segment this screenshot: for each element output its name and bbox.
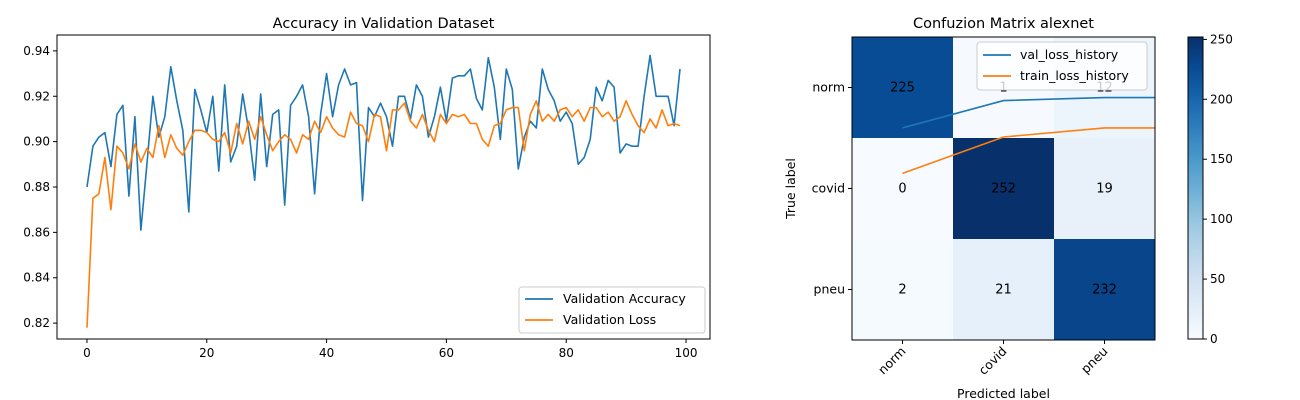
colorbar-tick-label: 100	[1210, 212, 1233, 226]
x-tick-label: 0	[83, 346, 91, 360]
line-chart-title: Accuracy in Validation Dataset	[273, 16, 495, 32]
y-tick-label: 0.92	[23, 89, 50, 103]
heatmap-cell	[852, 239, 953, 340]
heatmap-cell	[1054, 138, 1155, 239]
x-tick-label: 20	[199, 346, 214, 360]
y-category-label: pneu	[814, 282, 845, 297]
legend-label: Validation Accuracy	[563, 291, 686, 306]
heatmap-cell	[953, 138, 1054, 239]
x-tick-label: 40	[319, 346, 334, 360]
overlay-line-val-loss	[902, 96, 1155, 129]
y-tick-label: 0.84	[23, 271, 50, 285]
legend-label: Validation Loss	[563, 312, 656, 327]
heatmap-title: Confuzion Matrix alexnet	[913, 16, 1094, 32]
x-tick-label: 60	[439, 346, 454, 360]
heatmap-cell	[953, 239, 1054, 340]
y-tick-label: 0.90	[23, 135, 50, 149]
x-category-label: covid	[975, 344, 1009, 378]
legend-label: val_loss_history	[1020, 47, 1119, 62]
heatmap-cell	[852, 37, 953, 138]
x-tick-label: 80	[559, 346, 574, 360]
colorbar-tick-label: 200	[1210, 92, 1233, 106]
heatmap-y-axis-label: True label	[783, 158, 798, 220]
x-tick-label: 100	[675, 346, 698, 360]
y-tick-label: 0.88	[23, 180, 50, 194]
line-chart-legend	[518, 286, 706, 334]
x-category-label: norm	[875, 344, 909, 378]
y-category-label: covid	[812, 181, 845, 196]
cell-value-label: 21	[995, 283, 1012, 298]
colorbar	[1187, 36, 1204, 340]
colorbar-tick-label: 250	[1210, 32, 1233, 46]
y-tick-label: 0.86	[23, 225, 50, 239]
heatmap-cell	[852, 138, 953, 239]
cell-value-label: 252	[991, 182, 1016, 197]
y-tick-label: 0.82	[23, 316, 50, 330]
colorbar-tick-label: 50	[1210, 272, 1225, 286]
cell-value-label: 2	[898, 283, 906, 298]
cell-value-label: 232	[1092, 283, 1117, 298]
heatmap-cell	[1054, 239, 1155, 340]
y-category-label: norm	[812, 80, 845, 95]
cell-value-label: 0	[898, 182, 906, 197]
y-tick-label: 0.94	[23, 44, 50, 58]
colorbar-tick-label: 150	[1210, 152, 1233, 166]
heatmap-legend	[976, 41, 1148, 91]
cell-value-label: 19	[1096, 182, 1113, 197]
colorbar-tick-label: 0	[1210, 332, 1218, 346]
legend-label: train_loss_history	[1020, 68, 1129, 83]
overlay-line-train-loss	[902, 127, 1155, 175]
x-category-label: pneu	[1078, 344, 1111, 377]
heatmap-x-axis-label: Predicted label	[957, 386, 1050, 400]
series-line-validation-accuracy	[86, 54, 681, 231]
cell-value-label: 225	[890, 81, 915, 96]
series-line-validation-loss	[86, 100, 681, 328]
